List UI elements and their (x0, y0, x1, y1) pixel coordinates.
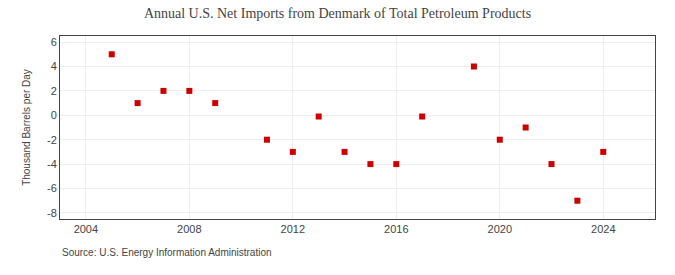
svg-text:2008: 2008 (177, 223, 201, 235)
svg-text:2012: 2012 (281, 223, 305, 235)
svg-text:0: 0 (51, 109, 57, 121)
svg-text:-8: -8 (47, 207, 57, 219)
svg-text:2016: 2016 (384, 223, 408, 235)
svg-text:-4: -4 (47, 158, 57, 170)
svg-text:-2: -2 (47, 134, 57, 146)
svg-text:2: 2 (51, 85, 57, 97)
svg-text:Annual U.S. Net Imports from D: Annual U.S. Net Imports from Denmark of … (144, 6, 531, 21)
svg-text:2020: 2020 (488, 223, 512, 235)
svg-text:2024: 2024 (591, 223, 615, 235)
svg-text:Thousand Barrels per Day: Thousand Barrels per Day (21, 69, 32, 186)
svg-text:-6: -6 (47, 182, 57, 194)
svg-text:4: 4 (51, 60, 57, 72)
svg-text:Source: U.S. Energy Informatio: Source: U.S. Energy Information Administ… (62, 247, 272, 258)
svg-text:2004: 2004 (74, 223, 98, 235)
svg-text:6: 6 (51, 36, 57, 48)
